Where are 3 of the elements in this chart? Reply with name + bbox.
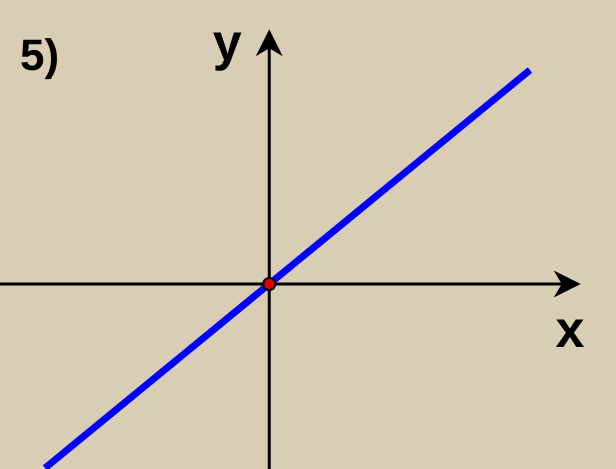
chart-title: 5)	[20, 31, 60, 80]
y-axis-title: y	[212, 14, 242, 72]
x-axis-title: x	[556, 301, 585, 359]
